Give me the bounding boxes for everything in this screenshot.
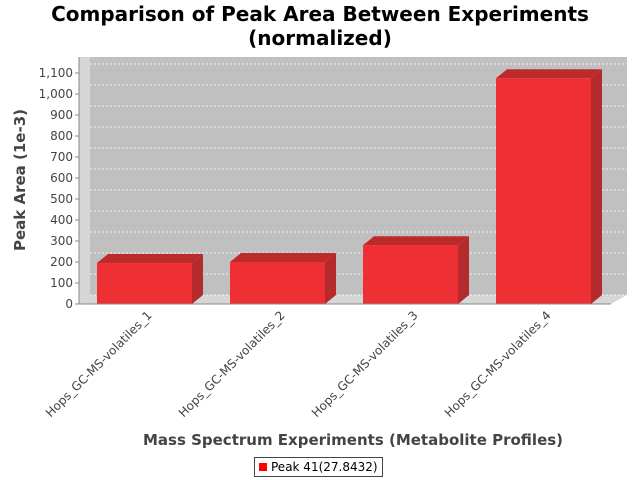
bar-top — [97, 254, 203, 264]
chart-title-line-1: Comparison of Peak Area Between Experime… — [51, 2, 589, 26]
y-tick-label: 500 — [50, 192, 73, 206]
x-tick-label: Hops_GC-MS-volatiles_1 — [43, 308, 155, 420]
y-tick-label: 200 — [50, 255, 73, 269]
chart-title: Comparison of Peak Area Between Experime… — [0, 2, 640, 50]
bar-side — [591, 69, 602, 304]
bar-side — [458, 236, 469, 304]
y-tick-label: 100 — [50, 276, 73, 290]
bar-front — [363, 245, 458, 304]
bar — [97, 254, 203, 304]
x-axis-title: Mass Spectrum Experiments (Metabolite Pr… — [143, 431, 563, 449]
x-tick-label: Hops_GC-MS-volatiles_2 — [176, 308, 288, 420]
bar-front — [97, 263, 192, 304]
bar-front — [496, 78, 591, 304]
bar — [363, 236, 469, 304]
x-axis: Hops_GC-MS-volatiles_1 Hops_GC-MS-volatil… — [43, 303, 611, 420]
y-tick-label: 600 — [50, 171, 73, 185]
y-tick-label: 1,100 — [39, 66, 73, 80]
bar-top — [230, 253, 336, 262]
x-tick-label: Hops_GC-MS-volatiles_4 — [442, 308, 554, 420]
plot-left-wall — [79, 57, 90, 304]
legend: Peak 41(27.8432) — [254, 457, 383, 477]
legend-swatch — [259, 463, 267, 471]
bar — [496, 69, 602, 304]
y-tick-label: 800 — [50, 129, 73, 143]
y-tick-label: 1,000 — [39, 87, 73, 101]
y-tick-label: 0 — [65, 297, 73, 311]
y-tick-label: 300 — [50, 234, 73, 248]
y-axis-title: Peak Area (1e-3) — [11, 109, 29, 251]
bar-side — [325, 253, 336, 304]
y-tick-label: 900 — [50, 108, 73, 122]
bars — [97, 69, 602, 304]
legend-label: Peak 41(27.8432) — [271, 460, 378, 474]
y-tick-label: 400 — [50, 213, 73, 227]
y-tick-label: 700 — [50, 150, 73, 164]
bar — [230, 253, 336, 304]
bar-front — [230, 262, 325, 304]
bar-top — [496, 69, 602, 79]
bar-side — [192, 254, 203, 304]
y-axis: 0 100 200 300 400 500 600 700 800 900 1,000 1,100 — [39, 57, 80, 311]
plot-floor — [79, 295, 627, 304]
x-tick-label: Hops_GC-MS-volatiles_3 — [309, 308, 421, 420]
bar-top — [363, 236, 469, 246]
chart-title-line-2: (normalized) — [248, 26, 392, 50]
